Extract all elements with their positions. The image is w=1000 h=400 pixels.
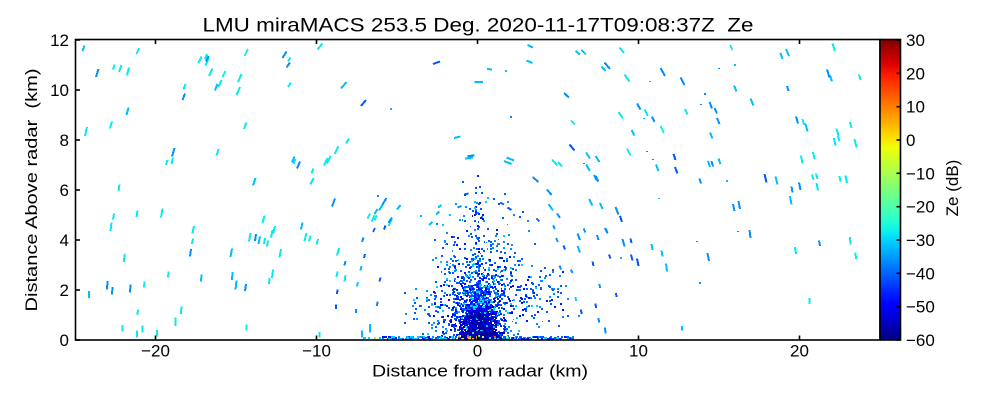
svg-text:2: 2 bbox=[60, 281, 69, 300]
svg-text:10: 10 bbox=[50, 81, 69, 100]
svg-text:−60: −60 bbox=[906, 331, 935, 350]
svg-text:−20: −20 bbox=[141, 342, 170, 361]
svg-text:12: 12 bbox=[50, 31, 69, 50]
svg-text:10: 10 bbox=[906, 98, 925, 117]
svg-text:−20: −20 bbox=[906, 198, 935, 217]
svg-text:20: 20 bbox=[906, 64, 925, 83]
svg-text:0: 0 bbox=[473, 342, 482, 361]
svg-text:−10: −10 bbox=[906, 164, 935, 183]
svg-text:8: 8 bbox=[60, 131, 69, 150]
svg-text:0: 0 bbox=[906, 131, 915, 150]
svg-text:4: 4 bbox=[60, 231, 69, 250]
svg-text:Ze (dB): Ze (dB) bbox=[943, 160, 962, 217]
svg-text:20: 20 bbox=[790, 342, 809, 361]
svg-text:0: 0 bbox=[60, 331, 69, 350]
svg-text:−50: −50 bbox=[906, 298, 935, 317]
svg-text:Distance Above radar (km): Distance Above radar (km) bbox=[22, 69, 41, 312]
svg-text:6: 6 bbox=[60, 181, 69, 200]
svg-text:−40: −40 bbox=[906, 264, 935, 283]
svg-text:10: 10 bbox=[629, 342, 648, 361]
svg-text:30: 30 bbox=[906, 31, 925, 50]
svg-text:LMU miraMACS 253.5 Deg. 2020-1: LMU miraMACS 253.5 Deg. 2020-11-17T09:08… bbox=[203, 15, 754, 37]
svg-text:Distance from radar (km): Distance from radar (km) bbox=[372, 362, 588, 381]
svg-text:−10: −10 bbox=[302, 342, 331, 361]
svg-text:−30: −30 bbox=[906, 231, 935, 250]
